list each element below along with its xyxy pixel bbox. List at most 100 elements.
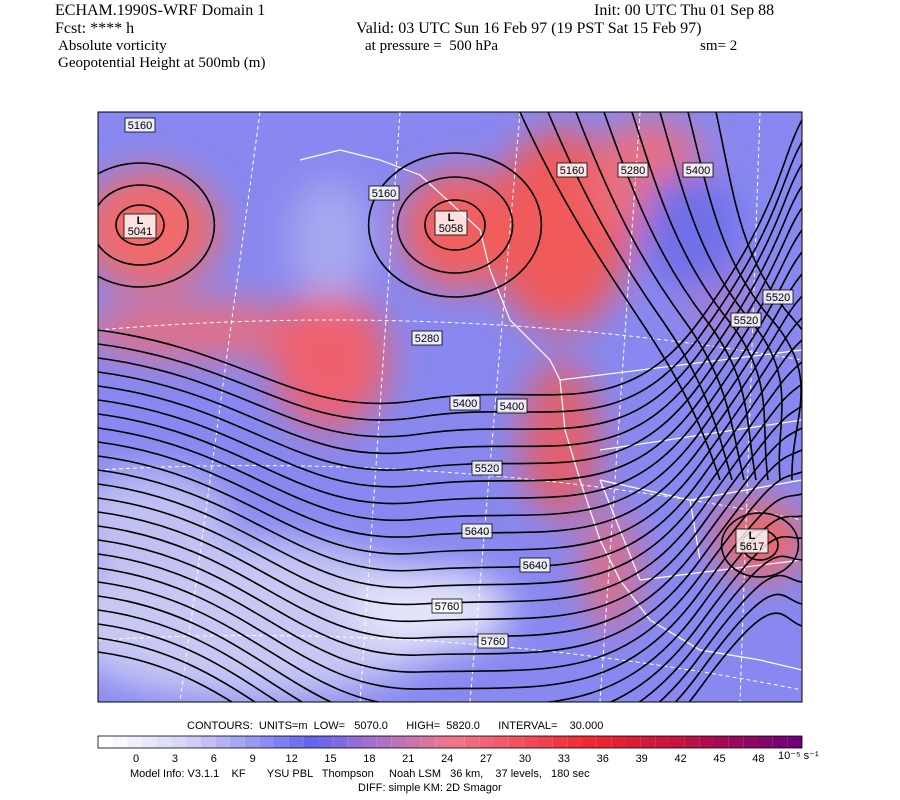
colorbar-frame	[97, 735, 803, 749]
colorbar-tick-label: 42	[674, 753, 686, 765]
contour-label-box	[461, 523, 493, 539]
contour-label-box	[762, 289, 794, 305]
colorbar-swatch	[611, 736, 626, 748]
forecast-hour: Fcst: **** h	[55, 20, 135, 37]
colorbar-swatch	[626, 736, 641, 748]
colorbar-swatch	[640, 736, 656, 748]
diff-info: DIFF: simple KM: 2D Smagor	[358, 782, 502, 794]
contour-label: 5400	[453, 398, 477, 410]
colorbar-swatch	[758, 736, 773, 748]
pressure-level: at pressure = 500 hPa	[365, 38, 499, 54]
contour-label: 5760	[435, 601, 459, 613]
smoothing: sm= 2	[700, 38, 738, 54]
colorbar-swatch	[318, 736, 333, 748]
contour-label-box	[682, 162, 714, 178]
low-mark: L	[448, 212, 455, 224]
colorbar-tick-label: 21	[402, 753, 414, 765]
contour	[98, 119, 802, 405]
contour-label-box	[477, 633, 509, 649]
contour	[687, 112, 802, 481]
contour	[575, 112, 745, 481]
model-title: ECHAM.1990S-WRF Domain 1	[55, 2, 266, 19]
colorbar-tick-label: 24	[441, 753, 453, 765]
low-mark: L	[749, 530, 756, 542]
colorbar-swatch	[112, 736, 128, 748]
low-value: 5617	[740, 541, 764, 553]
contour	[98, 427, 802, 639]
colorbar-swatch	[684, 736, 700, 748]
contour-label: 5280	[415, 333, 439, 345]
low-value: 5041	[128, 226, 152, 238]
contour-label: 5280	[621, 165, 645, 177]
colorbar-tick-label: 0	[133, 753, 139, 765]
colorbar-swatch	[347, 736, 362, 748]
colorbar-swatch	[772, 736, 788, 748]
field-name: Absolute vorticity	[58, 38, 167, 54]
contour-label: 5520	[475, 463, 499, 475]
contour	[631, 112, 769, 481]
contour-info: CONTOURS: UNITS=m LOW= 5070.0 HIGH= 5820…	[187, 720, 604, 732]
field-name: Geopotential Height at 500mb (m)	[58, 55, 266, 71]
contour-label-box	[411, 330, 443, 346]
low-label-box	[123, 213, 157, 239]
contour-label-box	[124, 117, 156, 133]
colorbar-swatch	[376, 736, 392, 748]
contour	[98, 405, 802, 623]
colorbar-swatch	[538, 736, 553, 748]
contour-label-box	[449, 395, 481, 411]
contour	[98, 383, 802, 606]
contour	[98, 251, 802, 505]
colorbar-swatch	[523, 736, 538, 748]
contour	[98, 612, 802, 702]
colorbar-swatch	[98, 736, 113, 748]
colorbar-swatch	[142, 736, 157, 748]
contour	[396, 176, 514, 274]
colorbar-swatch	[274, 736, 289, 748]
contour	[98, 317, 802, 555]
colorbar-swatch	[699, 736, 714, 748]
contour	[98, 184, 189, 266]
colorbar-swatch	[479, 736, 494, 748]
colorbar-units: 10⁻⁵ s⁻¹	[778, 750, 819, 762]
colorbar-tick-label: 12	[285, 753, 297, 765]
colorbar-swatch	[450, 736, 465, 748]
colorbar-swatch	[743, 736, 758, 748]
colorbar-swatch	[464, 736, 480, 748]
colorbar-tick-label: 33	[558, 753, 570, 765]
contour	[98, 593, 802, 702]
contour	[547, 112, 733, 481]
contour	[98, 162, 216, 288]
colorbar-tick-label: 3	[172, 753, 178, 765]
contour	[98, 163, 802, 438]
low-label-box	[434, 210, 468, 236]
colorbar-swatch	[787, 736, 802, 748]
colorbar-swatch	[655, 736, 670, 748]
colorbar-swatch	[171, 736, 186, 748]
low-value: 5058	[439, 223, 463, 235]
colorbar-tick-label: 48	[752, 753, 764, 765]
contour	[98, 141, 802, 421]
contour	[367, 152, 543, 298]
contour-label-box	[519, 557, 551, 573]
colorbar-tick-label: 9	[250, 753, 256, 765]
contour	[115, 204, 165, 246]
contour	[519, 112, 721, 481]
lat-lon-grid	[98, 112, 802, 702]
contour	[98, 185, 802, 455]
colorbar-swatch	[391, 736, 406, 748]
colorbar-swatch	[230, 736, 245, 748]
contour	[603, 112, 757, 481]
contour-label: 5160	[128, 120, 152, 132]
colorbar-swatch	[259, 736, 274, 748]
colorbar-swatch	[567, 736, 582, 748]
contour	[98, 493, 802, 690]
colorbar-swatch	[670, 736, 685, 748]
contour	[424, 199, 486, 251]
colorbar-tick-label: 39	[636, 753, 648, 765]
contour-label: 5160	[560, 165, 584, 177]
colorbar-swatch	[332, 736, 348, 748]
colorbar-tick-label: 15	[324, 753, 336, 765]
colorbar-tick-label: 30	[519, 753, 531, 765]
contour-label: 5160	[372, 188, 396, 200]
